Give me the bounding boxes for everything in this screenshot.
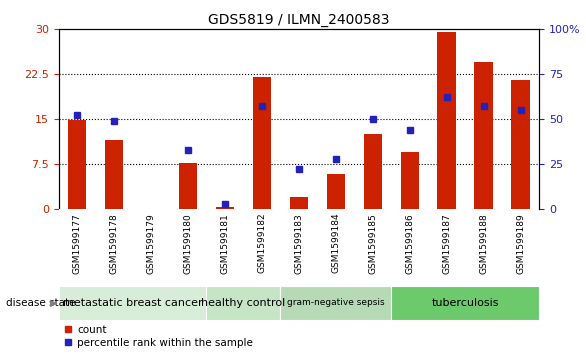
Text: tuberculosis: tuberculosis — [431, 298, 499, 307]
Bar — [216, 207, 234, 209]
Bar — [206, 286, 280, 320]
Text: ▶: ▶ — [50, 298, 57, 307]
Bar — [68, 120, 86, 209]
Text: healthy control: healthy control — [201, 298, 285, 307]
Bar — [289, 197, 308, 209]
Text: metastatic breast cancer: metastatic breast cancer — [63, 298, 202, 307]
Bar — [326, 174, 345, 209]
Text: GSM1599188: GSM1599188 — [479, 213, 488, 274]
Text: disease state: disease state — [6, 298, 76, 307]
Title: GDS5819 / ILMN_2400583: GDS5819 / ILMN_2400583 — [208, 13, 390, 26]
Text: GSM1599179: GSM1599179 — [146, 213, 155, 274]
Bar — [512, 80, 530, 209]
Text: GSM1599183: GSM1599183 — [294, 213, 304, 274]
Bar — [400, 152, 419, 209]
Bar — [363, 134, 382, 209]
Bar — [253, 77, 271, 209]
Text: GSM1599185: GSM1599185 — [368, 213, 377, 274]
Text: GSM1599180: GSM1599180 — [183, 213, 192, 274]
Text: GSM1599189: GSM1599189 — [516, 213, 525, 274]
Bar — [105, 140, 123, 209]
Text: GSM1599178: GSM1599178 — [110, 213, 118, 274]
Bar — [391, 286, 539, 320]
Bar — [438, 32, 456, 209]
Legend: count, percentile rank within the sample: count, percentile rank within the sample — [64, 325, 253, 348]
Bar — [179, 163, 197, 209]
Text: GSM1599182: GSM1599182 — [257, 213, 267, 273]
Text: GSM1599184: GSM1599184 — [331, 213, 340, 273]
Text: gram-negative sepsis: gram-negative sepsis — [287, 298, 384, 307]
Bar — [59, 286, 206, 320]
Text: GSM1599177: GSM1599177 — [73, 213, 81, 274]
Text: GSM1599186: GSM1599186 — [406, 213, 414, 274]
Bar — [475, 62, 493, 209]
Text: GSM1599181: GSM1599181 — [220, 213, 230, 274]
Text: GSM1599187: GSM1599187 — [442, 213, 451, 274]
Bar — [280, 286, 391, 320]
